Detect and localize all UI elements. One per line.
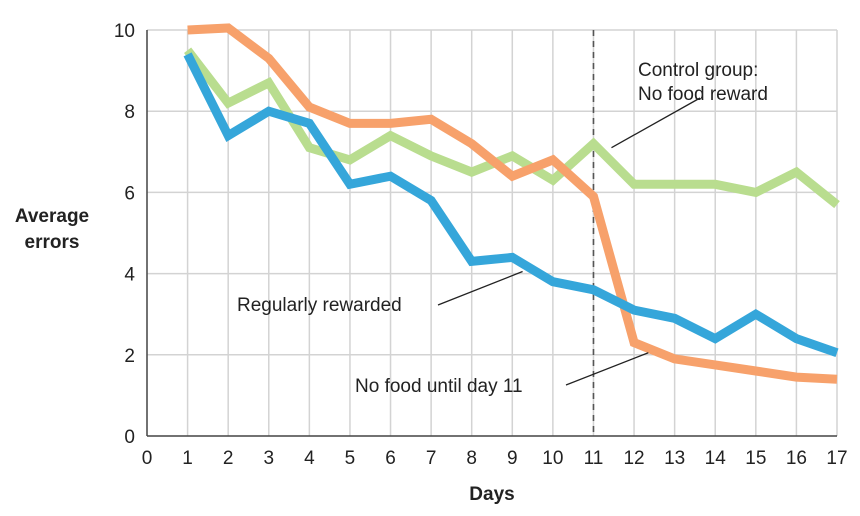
y-axis-title: Average bbox=[15, 206, 89, 227]
x-tick-label: 0 bbox=[142, 448, 153, 469]
axis-titles: Days Average errors bbox=[15, 206, 515, 505]
x-tick-label: 9 bbox=[507, 448, 518, 469]
leader-regular bbox=[437, 270, 523, 306]
y-tick-label: 6 bbox=[124, 183, 135, 204]
x-tick-label: 3 bbox=[263, 448, 274, 469]
x-tick-label: 6 bbox=[385, 448, 396, 469]
x-tick-label: 7 bbox=[426, 448, 437, 469]
leader-delayed bbox=[565, 352, 649, 386]
annotation-leaders bbox=[437, 97, 701, 386]
y-tick-label: 10 bbox=[114, 21, 135, 42]
leader-control bbox=[611, 97, 701, 149]
x-tick-label: 15 bbox=[745, 448, 766, 469]
annotation-control-label: No food reward bbox=[638, 84, 768, 105]
x-tick-label: 1 bbox=[182, 448, 193, 469]
x-tick-label: 14 bbox=[705, 448, 727, 469]
series-line-control bbox=[184, 47, 840, 209]
x-tick-label: 4 bbox=[304, 448, 315, 469]
series-line-delayed bbox=[187, 23, 838, 384]
x-tick-label: 16 bbox=[786, 448, 807, 469]
x-tick-label: 10 bbox=[542, 448, 563, 469]
axes bbox=[146, 30, 837, 437]
y-tick-label: 0 bbox=[124, 427, 135, 448]
y-tick-label: 2 bbox=[124, 346, 135, 367]
annotation-regular-label: Regularly rewarded bbox=[237, 295, 402, 316]
y-tick-label: 4 bbox=[124, 265, 135, 286]
annotations: Control group: No food reward Regularly re… bbox=[237, 60, 768, 397]
x-tick-label: 5 bbox=[345, 448, 356, 469]
x-tick-label: 11 bbox=[584, 448, 604, 469]
y-tick-label: 8 bbox=[124, 102, 135, 123]
annotation-delayed-label: No food until day 11 bbox=[355, 376, 523, 397]
x-tick-label: 17 bbox=[826, 448, 847, 469]
x-axis-title: Days bbox=[469, 484, 514, 505]
series-lines bbox=[183, 23, 840, 384]
series-line-regular bbox=[183, 52, 839, 358]
x-tick-label: 13 bbox=[664, 448, 685, 469]
x-tick-label: 2 bbox=[223, 448, 234, 469]
y-axis-title: errors bbox=[25, 232, 80, 253]
x-tick-label: 12 bbox=[623, 448, 644, 469]
annotation-control-label: Control group: bbox=[638, 60, 758, 81]
x-tick-label: 8 bbox=[466, 448, 477, 469]
